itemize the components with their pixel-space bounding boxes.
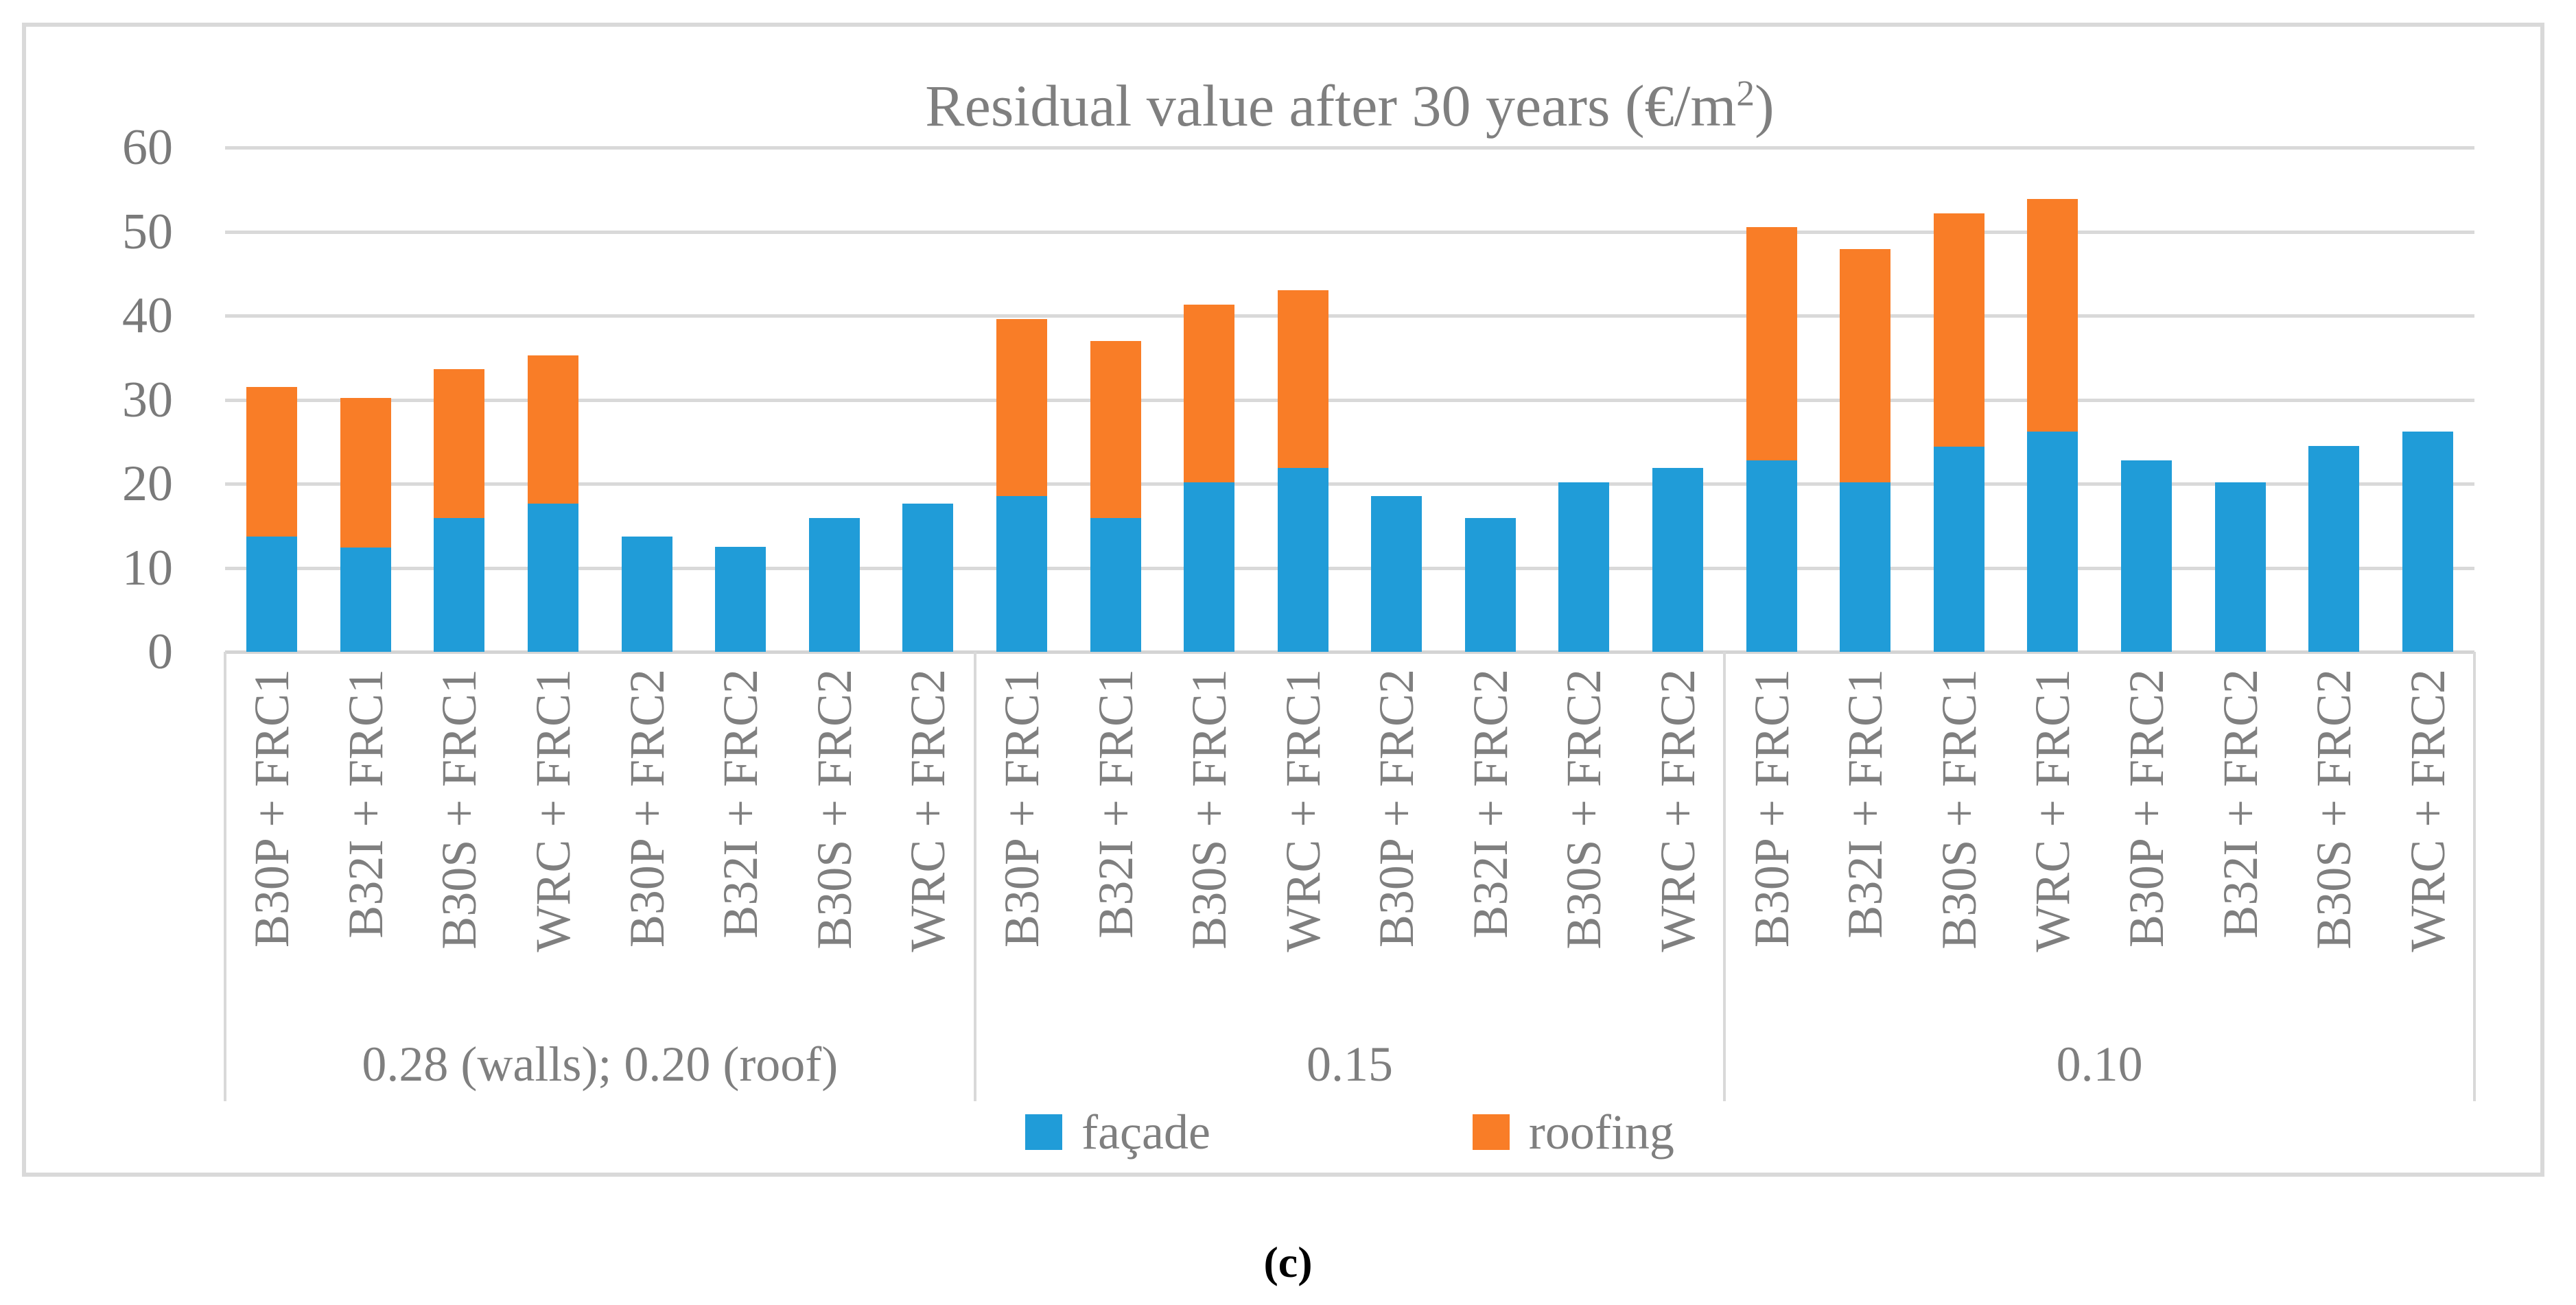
gridline <box>225 398 2474 402</box>
facade-bar-segment <box>246 537 298 652</box>
category-label: B30S + FRC1 <box>1182 669 1237 950</box>
facade-bar-segment <box>2402 432 2453 652</box>
category-label: B30P + FRC1 <box>994 669 1049 948</box>
x-axis-line <box>225 650 2474 654</box>
category-label: B32I + FRC1 <box>1838 669 1893 939</box>
gridline <box>225 566 2474 570</box>
facade-bar-segment <box>715 546 766 652</box>
roofing-bar-segment <box>1840 249 1891 482</box>
category-label: B30S + FRC2 <box>1556 669 1612 950</box>
category-label: B30P + FRC2 <box>2118 669 2174 948</box>
group-label: 0.10 <box>2056 1037 2143 1092</box>
chart-title: Residual value after 30 years (€/m2) <box>925 72 1775 139</box>
gridline <box>225 482 2474 486</box>
facade-swatch-icon <box>1025 1114 1063 1150</box>
group-separator-line <box>224 652 226 1101</box>
facade-bar-segment <box>1184 482 1235 652</box>
category-label: B32I + FRC1 <box>1088 669 1143 939</box>
group-separator-line <box>2473 652 2476 1101</box>
roofing-bar-segment <box>528 355 579 504</box>
roofing-bar-segment <box>340 398 391 548</box>
roofing-bar-segment <box>1184 305 1235 482</box>
y-axis-tick-label: 20 <box>122 456 173 512</box>
facade-bar-segment <box>1464 518 1516 652</box>
category-label: WRC + FRC1 <box>2025 669 2081 952</box>
facade-bar-segment <box>1558 482 1610 652</box>
y-axis-tick-label: 50 <box>122 203 173 260</box>
category-label: WRC + FRC2 <box>900 669 956 952</box>
facade-bar-segment <box>996 496 1047 652</box>
facade-bar-segment <box>2120 460 2172 652</box>
facade-bar-segment <box>1652 467 1704 652</box>
category-label: B30S + FRC1 <box>432 669 487 950</box>
roofing-bar-segment <box>1090 340 1141 519</box>
category-label: WRC + FRC1 <box>1275 669 1331 952</box>
group-label: 0.28 (walls); 0.20 (roof) <box>362 1037 839 1092</box>
roofing-bar-segment <box>246 387 298 537</box>
gridline <box>225 230 2474 234</box>
category-label: WRC + FRC2 <box>2400 669 2455 952</box>
legend: façade roofing <box>225 1106 2474 1158</box>
legend-label-facade: façade <box>1081 1105 1210 1160</box>
facade-bar-segment <box>1371 496 1422 652</box>
y-axis-tick-label: 0 <box>148 624 173 680</box>
category-label: B30S + FRC2 <box>2306 669 2362 950</box>
category-label: WRC + FRC1 <box>526 669 581 952</box>
roofing-bar-segment <box>434 369 485 519</box>
category-label: B30P + FRC2 <box>619 669 675 948</box>
category-label: WRC + FRC2 <box>1650 669 1706 952</box>
y-axis-tick-label: 40 <box>122 287 173 344</box>
category-label: B30S + FRC1 <box>1931 669 1987 950</box>
category-label: B30P + FRC1 <box>244 669 300 948</box>
facade-bar-segment <box>434 518 485 652</box>
facade-bar-segment <box>1746 460 1797 652</box>
facade-bar-segment <box>528 504 579 652</box>
y-axis-tick-label: 60 <box>122 119 173 176</box>
facade-bar-segment <box>1933 447 1984 652</box>
roofing-bar-segment <box>1933 213 1984 447</box>
facade-bar-segment <box>621 537 672 652</box>
facade-bar-segment <box>902 504 954 652</box>
gridline <box>225 146 2474 150</box>
facade-bar-segment <box>808 518 860 652</box>
facade-bar-segment <box>340 548 391 652</box>
group-separator-line <box>1723 652 1726 1101</box>
roofing-swatch-icon <box>1472 1114 1510 1150</box>
group-label: 0.15 <box>1306 1037 1393 1092</box>
facade-bar-segment <box>2308 445 2360 652</box>
facade-bar-segment <box>1090 518 1141 652</box>
gridline <box>225 314 2474 318</box>
category-label: B30S + FRC2 <box>806 669 862 950</box>
y-axis-tick-label: 10 <box>122 539 173 596</box>
category-label: B32I + FRC2 <box>2212 669 2268 939</box>
facade-bar-segment <box>2214 482 2266 652</box>
legend-item-roofing: roofing <box>1472 1105 1674 1160</box>
facade-bar-segment <box>1277 467 1328 652</box>
roofing-bar-segment <box>996 318 1047 497</box>
group-separator-line <box>973 652 976 1101</box>
category-label: B30P + FRC2 <box>1369 669 1425 948</box>
figure-caption: (c) <box>1263 1238 1313 1286</box>
facade-bar-segment <box>1840 482 1891 652</box>
category-label: B30P + FRC1 <box>1744 669 1799 948</box>
category-label: B32I + FRC1 <box>338 669 393 939</box>
legend-label-roofing: roofing <box>1528 1105 1674 1160</box>
legend-item-facade: façade <box>1025 1106 1210 1158</box>
roofing-bar-segment <box>1746 227 1797 460</box>
roofing-bar-segment <box>1277 290 1328 468</box>
roofing-bar-segment <box>2027 198 2079 432</box>
category-label: B32I + FRC2 <box>713 669 769 939</box>
category-label: B32I + FRC2 <box>1462 669 1518 939</box>
facade-bar-segment <box>2027 432 2079 652</box>
y-axis-tick-label: 30 <box>122 371 173 428</box>
